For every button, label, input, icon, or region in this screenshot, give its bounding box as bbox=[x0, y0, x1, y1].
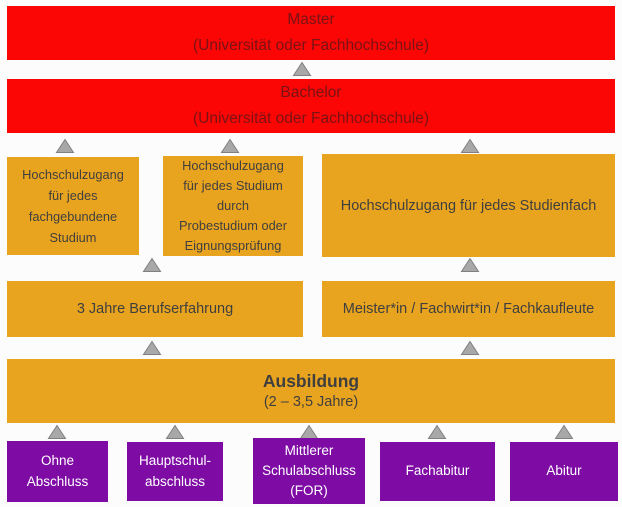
up-arrow-icon bbox=[165, 424, 185, 440]
hochschulzugang-studienfach-box: Hochschulzugang für jedes Studienfach bbox=[322, 154, 615, 257]
up-arrow-icon bbox=[142, 257, 162, 273]
abitur-box: Abitur bbox=[510, 442, 618, 501]
up-arrow-icon bbox=[47, 424, 67, 440]
ausbildung-title: Ausbildung bbox=[262, 370, 360, 391]
up-arrow-icon bbox=[554, 424, 574, 440]
hauptschulabschluss-box: Hauptschul- abschluss bbox=[127, 442, 223, 501]
up-arrow-icon bbox=[142, 340, 162, 356]
up-arrow-icon bbox=[460, 257, 480, 273]
ausbildung-box: Ausbildung (2 – 3,5 Jahre) bbox=[7, 359, 615, 423]
master-box: Master (Universität oder Fachhochschule) bbox=[7, 6, 615, 60]
up-arrow-icon bbox=[55, 138, 75, 154]
mittlerer-schulabschluss-box: Mittlerer Schulabschluss (FOR) bbox=[253, 438, 365, 504]
up-arrow-icon bbox=[460, 138, 480, 154]
bachelor-box: Bachelor (Universität oder Fachhochschul… bbox=[7, 79, 615, 133]
up-arrow-icon bbox=[220, 138, 240, 154]
berufserfahrung-box: 3 Jahre Berufserfahrung bbox=[7, 281, 303, 337]
up-arrow-icon bbox=[292, 61, 312, 77]
meister-fachwirt-fachkaufleute-box: Meister*in / Fachwirt*in / Fachkaufleute bbox=[322, 281, 615, 337]
hochschulzugang-fachgebunden-box: Hochschulzugang für jedes fachgebundene … bbox=[7, 157, 139, 255]
up-arrow-icon bbox=[427, 424, 447, 440]
ohne-abschluss-box: Ohne Abschluss bbox=[7, 441, 108, 502]
hochschulzugang-probestudium-box: Hochschulzugang für jedes Studium durch … bbox=[163, 156, 303, 256]
up-arrow-icon bbox=[460, 340, 480, 356]
fachabitur-box: Fachabitur bbox=[380, 442, 495, 501]
ausbildung-subtitle: (2 – 3,5 Jahre) bbox=[263, 394, 359, 411]
